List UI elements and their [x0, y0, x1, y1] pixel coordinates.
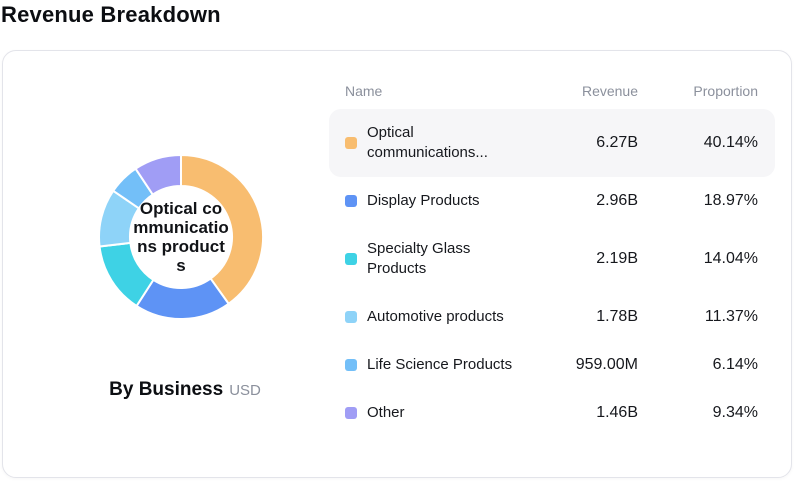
- column-header-name: Name: [345, 83, 383, 99]
- legend-color-swatch: [345, 359, 357, 371]
- legend-color-swatch: [345, 195, 357, 207]
- donut-chart-svg: [98, 154, 264, 320]
- pie-slice-1[interactable]: [180, 154, 264, 305]
- revenue-value: 6.27B: [596, 134, 638, 151]
- legend-name: Optical communications...: [367, 124, 488, 161]
- revenue-value: 2.19B: [596, 250, 638, 267]
- legend-name: Display Products: [367, 192, 480, 209]
- proportion-value: 14.04%: [703, 250, 758, 267]
- donut-chart: Optical communications products: [93, 149, 269, 325]
- table-row[interactable]: Specialty Glass Products 2.19B 14.04%: [329, 225, 775, 293]
- legend-color-swatch: [345, 137, 357, 149]
- table-row[interactable]: Optical communications... 6.27B 40.14%: [329, 109, 775, 177]
- revenue-value: 1.46B: [596, 404, 638, 421]
- legend-name-cell: Other: [345, 403, 528, 423]
- legend-color-swatch: [345, 407, 357, 419]
- legend-name: Specialty Glass Products: [367, 240, 471, 277]
- revenue-value: 2.96B: [596, 192, 638, 209]
- page-title: Revenue Breakdown: [1, 2, 221, 27]
- chart-caption-title: By Business: [109, 379, 224, 400]
- table-row[interactable]: Display Products 2.96B 18.97%: [329, 177, 775, 225]
- proportion-value: 6.14%: [712, 356, 758, 373]
- legend-name: Other: [367, 404, 405, 421]
- proportion-value: 9.34%: [712, 404, 758, 421]
- chart-caption-unit: USD: [229, 382, 261, 399]
- revenue-value: 959.00M: [575, 356, 638, 373]
- donut-chart-panel: Optical communications products By Busin…: [3, 51, 329, 477]
- revenue-breakdown-card: Optical communications products By Busin…: [2, 50, 792, 478]
- legend-table-header: Name Revenue Proportion: [329, 79, 775, 109]
- proportion-value: 18.97%: [703, 192, 758, 209]
- column-header-revenue: Revenue: [581, 83, 638, 99]
- column-header-proportion: Proportion: [693, 83, 758, 99]
- legend-name-cell: Automotive products: [345, 307, 528, 327]
- proportion-value: 40.14%: [703, 134, 758, 151]
- legend-table-body: Optical communications... 6.27B 40.14% Disp…: [329, 109, 775, 437]
- chart-caption: By Business USD: [15, 379, 355, 401]
- legend-name: Life Science Products: [367, 356, 513, 373]
- revenue-value: 1.78B: [596, 308, 638, 325]
- proportion-value: 11.37%: [704, 308, 758, 325]
- table-row[interactable]: Other 1.46B 9.34%: [329, 389, 775, 437]
- legend-color-swatch: [345, 253, 357, 265]
- legend-name-cell: Display Products: [345, 191, 528, 211]
- legend-name-cell: Optical communications...: [345, 123, 528, 163]
- legend-table: Name Revenue Proportion Optical communic…: [329, 51, 791, 477]
- table-row[interactable]: Life Science Products 959.00M 6.14%: [329, 341, 775, 389]
- legend-name-cell: Life Science Products: [345, 355, 528, 375]
- legend-name: Automotive products: [367, 308, 504, 325]
- table-row[interactable]: Automotive products 1.78B 11.37%: [329, 293, 775, 341]
- donut-center-label: Optical communications products: [133, 199, 229, 275]
- legend-name-cell: Specialty Glass Products: [345, 239, 528, 279]
- pie-slice-6[interactable]: [134, 154, 182, 196]
- legend-color-swatch: [345, 311, 357, 323]
